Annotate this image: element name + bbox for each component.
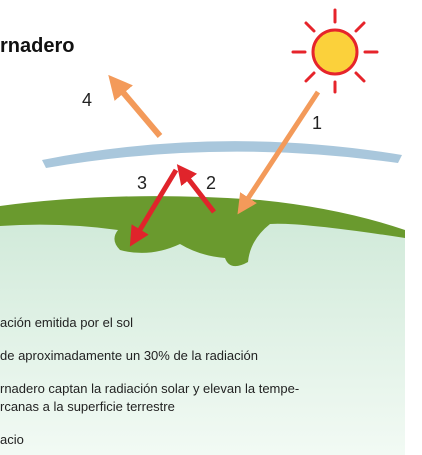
sun (293, 10, 377, 92)
caption: ación emitida por el sol (0, 315, 133, 330)
arrow-4 (116, 84, 160, 136)
label: 1 (312, 113, 322, 133)
title: rnadero (0, 35, 74, 57)
caption: rnadero captan la radiación solar y elev… (0, 381, 299, 396)
caption: de aproximadamente un 30% de la radiació… (0, 348, 258, 363)
cloud-layer (42, 141, 402, 168)
label: 3 (137, 173, 147, 193)
caption: acio (0, 432, 24, 447)
page: rnadero 1 2 3 4 ación emitida por el sol… (0, 0, 422, 455)
label: 2 (206, 173, 216, 193)
label: 4 (82, 90, 92, 110)
greenhouse-diagram: rnadero 1 2 3 4 ación emitida por el sol… (0, 0, 422, 455)
caption: rcanas a la superficie terrestre (0, 399, 175, 414)
